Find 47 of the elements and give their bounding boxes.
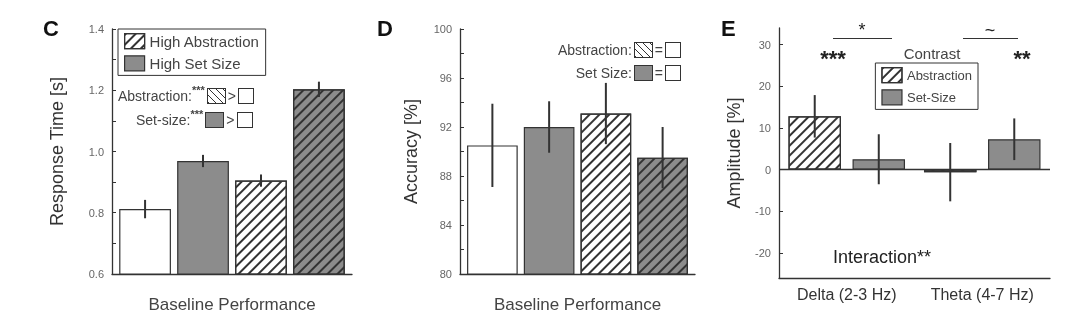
y-tick-label: 10 (758, 122, 771, 134)
y-axis-title: Accuracy [%] (401, 98, 421, 205)
x-tick-label: Theta (4-7 Hz) (930, 285, 1034, 303)
x-axis-title: Baseline Performance (148, 295, 316, 314)
legend-label: Abstraction (906, 67, 973, 83)
y-tick-label: 80 (439, 268, 452, 280)
y-axis-title: Amplitude [%] (724, 97, 744, 209)
legend-label: High Abstraction (149, 32, 259, 50)
annotation: *** (191, 84, 205, 96)
y-tick-label: -20 (755, 247, 771, 259)
annotation: ~ (984, 19, 996, 41)
annotation: = (654, 42, 663, 58)
chart-title: D (377, 15, 393, 41)
y-tick-label: 30 (758, 38, 771, 51)
annotation: Abstraction: (118, 88, 192, 104)
y-tick-label: 84 (439, 219, 452, 231)
x-tick-label: Delta (2-3 Hz) (796, 285, 897, 303)
annotation: *** (190, 108, 204, 120)
annotation: Interaction** (832, 246, 932, 268)
annotation: Set-size: (136, 112, 191, 128)
annotation: Set Size: (575, 65, 632, 81)
annotation: Abstraction: (557, 42, 632, 58)
y-tick-label: 88 (439, 170, 452, 182)
chart-title: E (721, 15, 736, 41)
annotation: *** (820, 46, 846, 72)
y-tick-label: 20 (758, 80, 771, 93)
legend-label: Set-Size (906, 89, 957, 105)
annotation: * (858, 19, 866, 41)
y-tick-label: 1.4 (88, 23, 104, 35)
x-axis-title: Baseline Performance (493, 295, 662, 314)
annotation: ** (1013, 46, 1031, 72)
legend-title: Contrast (903, 44, 961, 62)
y-tick-label: 1.0 (88, 145, 104, 158)
annotation: = (654, 65, 663, 81)
annotation: > (227, 88, 236, 104)
y-tick-label: 0.8 (88, 206, 104, 219)
chart-title: C (43, 15, 59, 41)
y-tick-label: 100 (433, 23, 452, 35)
y-tick-label: 92 (439, 121, 452, 133)
y-tick-label: 96 (439, 72, 452, 84)
y-tick-label: -10 (755, 205, 771, 218)
legend-label: High Set Size (149, 54, 241, 72)
y-tick-label: 1.2 (88, 84, 104, 97)
annotation: > (226, 112, 235, 128)
y-axis-title: Response Time [s] (47, 76, 67, 227)
y-tick-label: 0.6 (88, 268, 104, 280)
y-tick-label: 0 (764, 163, 771, 176)
